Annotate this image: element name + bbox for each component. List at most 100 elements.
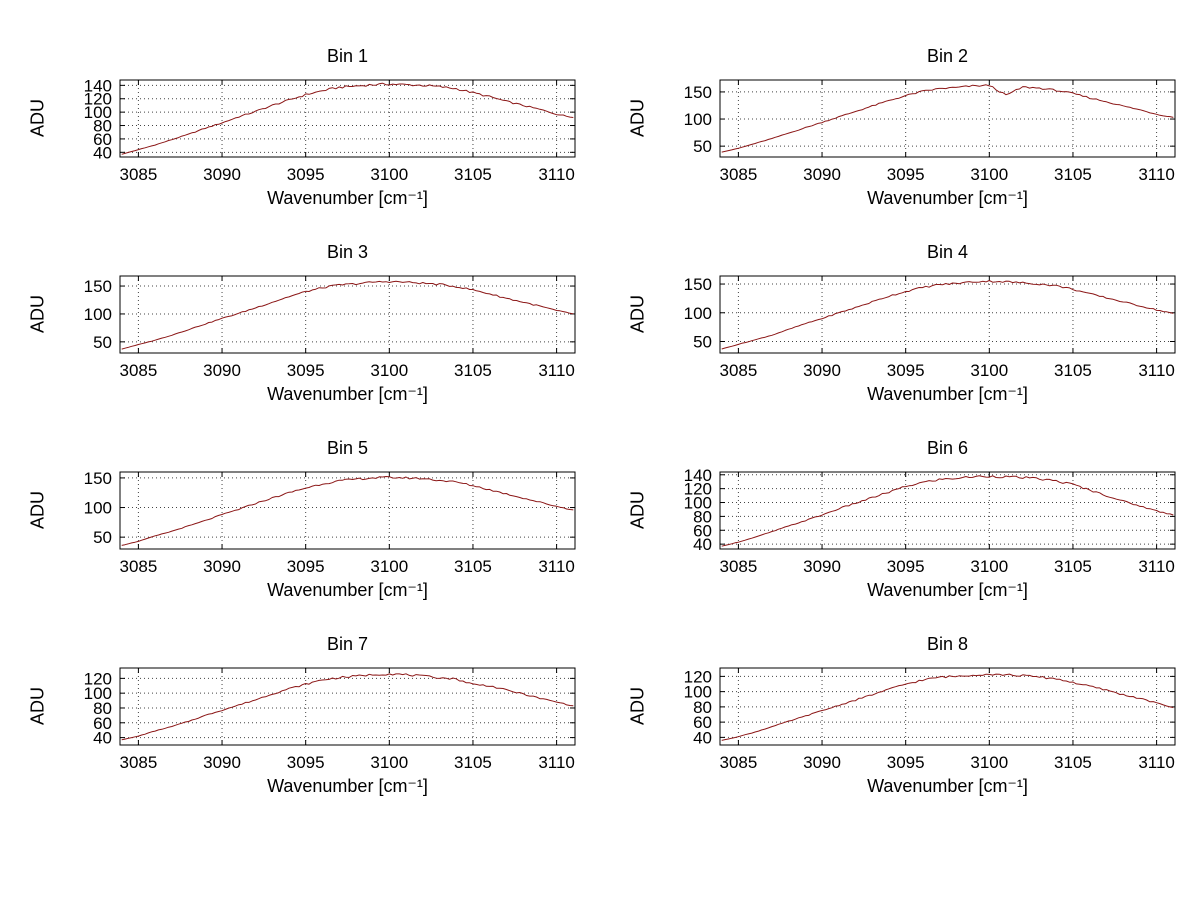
svg-text:3090: 3090 [803,753,841,772]
svg-text:3085: 3085 [119,557,157,576]
x-axis-label: Wavenumber [cm⁻¹] [867,580,1028,600]
y-axis-label: ADU [627,686,648,726]
x-axis-label: Wavenumber [cm⁻¹] [867,188,1028,208]
plot-area-bin-3: 3085 3090 3095 3100 3105 3110 50 100 150 [84,275,576,380]
plot-area-bin-4: 3085 3090 3095 3100 3105 3110 50 100 150 [684,275,1176,380]
subplot-bin-8: 3085 3090 3095 3100 3105 3110 40 60 80 100 120 Bin… [600,632,1200,828]
svg-text:3090: 3090 [803,557,841,576]
svg-text:50: 50 [693,137,712,156]
svg-text:60: 60 [693,713,712,732]
svg-text:3095: 3095 [287,753,325,772]
svg-text:3085: 3085 [119,165,157,184]
svg-text:60: 60 [93,130,112,149]
svg-text:100: 100 [684,110,712,129]
plot-area-bin-5: 3085 3090 3095 3100 3105 3110 50 100 150 [84,469,576,576]
svg-text:40: 40 [93,143,112,162]
subplot-bin-4: 3085 3090 3095 3100 3105 3110 50 100 150 Bin 4 A… [600,240,1200,436]
svg-text:3085: 3085 [719,165,757,184]
svg-text:3095: 3095 [287,165,325,184]
chart-title: Bin 1 [326,46,369,66]
svg-text:3110: 3110 [538,753,575,772]
svg-text:120: 120 [684,667,712,686]
svg-text:140: 140 [684,466,712,485]
x-axis-label: Wavenumber [cm⁻¹] [267,188,428,208]
svg-text:3100: 3100 [370,361,408,380]
svg-text:3095: 3095 [287,361,325,380]
svg-text:3110: 3110 [1138,557,1175,576]
svg-text:3100: 3100 [970,753,1008,772]
svg-text:150: 150 [684,275,712,294]
x-axis-label: Wavenumber [cm⁻¹] [867,384,1028,404]
svg-text:3105: 3105 [454,361,492,380]
svg-text:3110: 3110 [538,165,575,184]
x-axis-label: Wavenumber [cm⁻¹] [267,384,428,404]
svg-text:150: 150 [84,277,112,296]
svg-text:3110: 3110 [538,557,575,576]
svg-text:3085: 3085 [719,361,757,380]
chart-title: Bin 6 [926,438,969,458]
svg-text:3105: 3105 [454,753,492,772]
y-axis-label: ADU [27,490,48,530]
svg-text:100: 100 [684,683,712,702]
svg-text:3095: 3095 [287,557,325,576]
svg-text:3090: 3090 [803,165,841,184]
svg-text:50: 50 [93,528,112,547]
svg-text:3105: 3105 [1054,361,1092,380]
svg-text:3085: 3085 [119,753,157,772]
svg-text:3090: 3090 [803,361,841,380]
svg-text:140: 140 [84,76,112,95]
svg-text:50: 50 [93,333,112,352]
svg-text:3090: 3090 [203,361,241,380]
x-axis-label: Wavenumber [cm⁻¹] [267,580,428,600]
y-axis-label: ADU [627,98,648,138]
svg-text:100: 100 [84,305,112,324]
svg-text:3090: 3090 [203,165,241,184]
svg-text:100: 100 [684,304,712,323]
svg-text:3105: 3105 [454,557,492,576]
svg-text:80: 80 [93,699,112,718]
svg-text:3100: 3100 [370,557,408,576]
plot-area-bin-2: 3085 3090 3095 3100 3105 3110 50 100 150 [684,79,1176,184]
y-axis-label: ADU [627,490,648,530]
svg-text:80: 80 [93,117,112,136]
chart-title: Bin 5 [326,438,369,458]
svg-text:3095: 3095 [887,165,925,184]
svg-text:3110: 3110 [1138,753,1175,772]
chart-title: Bin 3 [326,242,369,262]
y-axis-label: ADU [27,294,48,334]
svg-text:3085: 3085 [719,753,757,772]
svg-text:3100: 3100 [370,165,408,184]
svg-text:3105: 3105 [1054,557,1092,576]
y-axis-label: ADU [27,686,48,726]
svg-text:3090: 3090 [203,557,241,576]
svg-text:3100: 3100 [970,165,1008,184]
svg-text:3095: 3095 [887,753,925,772]
svg-text:60: 60 [93,714,112,733]
svg-text:3100: 3100 [970,361,1008,380]
chart-title: Bin 4 [926,242,969,262]
svg-text:120: 120 [84,90,112,109]
svg-text:40: 40 [93,729,112,748]
svg-text:100: 100 [84,684,112,703]
subplot-bin-7: 3085 3090 3095 3100 3105 3110 40 60 80 100 120 Bin… [0,632,600,828]
svg-text:100: 100 [84,499,112,518]
svg-text:3100: 3100 [970,557,1008,576]
svg-text:3095: 3095 [887,557,925,576]
svg-text:120: 120 [684,480,712,499]
svg-text:150: 150 [684,83,712,102]
subplot-bin-5: 3085 3090 3095 3100 3105 3110 50 100 150 Bin 5 A… [0,436,600,632]
svg-text:3085: 3085 [119,361,157,380]
svg-text:150: 150 [84,469,112,488]
svg-text:40: 40 [693,535,712,554]
svg-text:3085: 3085 [719,557,757,576]
subplot-bin-6: 3085 3090 3095 3100 3105 3110 40 60 80 100 120 140 … [600,436,1200,632]
svg-text:3100: 3100 [370,753,408,772]
svg-text:3110: 3110 [538,361,575,380]
svg-text:40: 40 [693,728,712,747]
svg-text:3090: 3090 [203,753,241,772]
